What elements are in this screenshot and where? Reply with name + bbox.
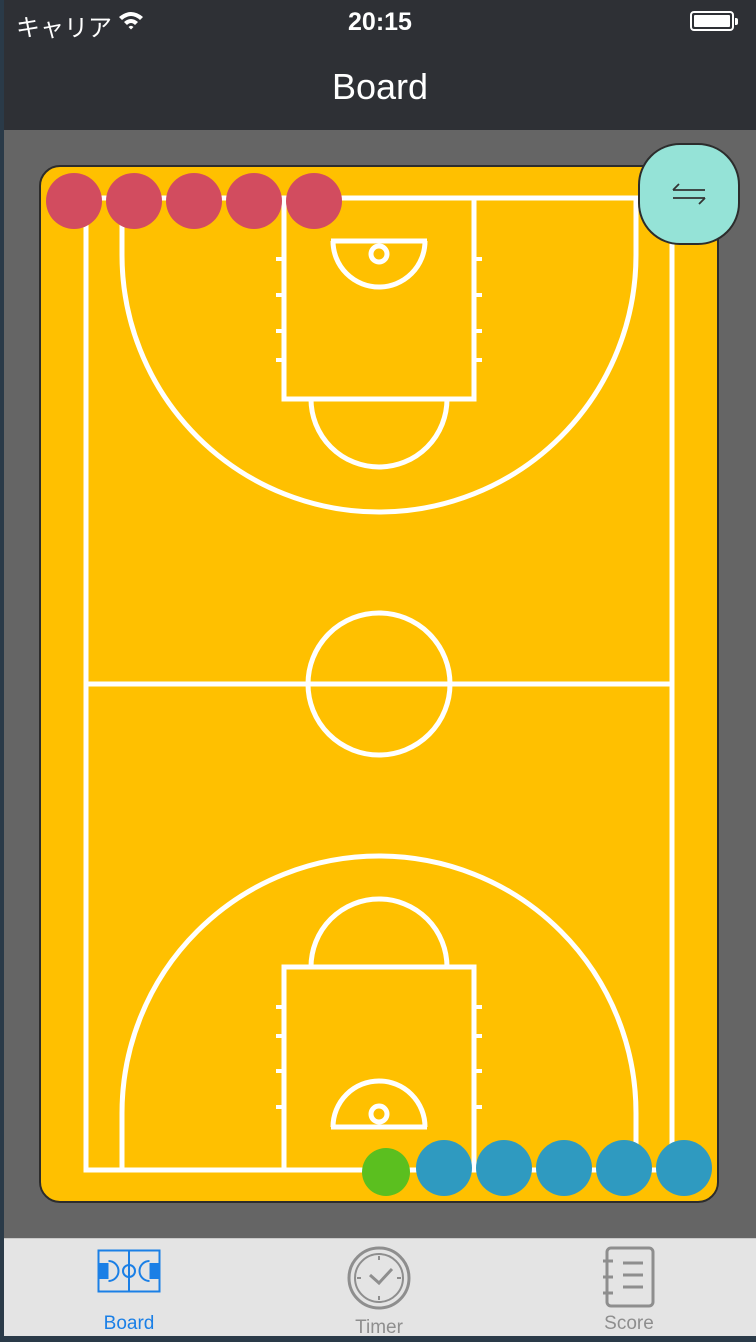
team-b-player-chip[interactable] xyxy=(596,1140,652,1196)
tab-score[interactable]: Score xyxy=(504,1239,754,1336)
team-b-player-chip[interactable] xyxy=(476,1140,532,1196)
carrier-label: キャリア xyxy=(16,15,112,42)
status-bar: キャリア 20:15 xyxy=(4,0,756,44)
tab-timer[interactable]: Timer xyxy=(254,1239,504,1336)
status-time: 20:15 xyxy=(348,8,412,36)
swap-arrows-icon xyxy=(672,183,706,205)
tab-board-label: Board xyxy=(103,1313,155,1334)
swap-sides-button[interactable] xyxy=(638,143,740,245)
app-screen: キャリア 20:15 Board xyxy=(4,0,756,1336)
team-b-player-chip[interactable] xyxy=(416,1140,472,1196)
team-a-player-chip[interactable] xyxy=(166,173,222,229)
battery-icon xyxy=(690,11,738,31)
team-a-player-chip[interactable] xyxy=(106,173,162,229)
tactics-board[interactable] xyxy=(39,165,719,1203)
team-a-player-chip[interactable] xyxy=(286,173,342,229)
tab-timer-label: Timer xyxy=(355,1317,403,1336)
team-a-player-chip[interactable] xyxy=(46,173,102,229)
team-b-player-chip[interactable] xyxy=(656,1140,712,1196)
tab-score-label: Score xyxy=(604,1313,654,1334)
notebook-icon xyxy=(601,1245,657,1314)
tab-bar: Board Timer xyxy=(4,1238,756,1336)
clock-icon xyxy=(346,1245,412,1316)
tab-board[interactable]: Board xyxy=(4,1239,254,1336)
wifi-icon xyxy=(118,10,144,35)
team-b-player-chip[interactable] xyxy=(536,1140,592,1196)
team-a-player-chip[interactable] xyxy=(226,173,282,229)
basketball-court xyxy=(39,165,719,1203)
page-title: Board xyxy=(331,66,429,107)
ball-chip[interactable] xyxy=(362,1148,410,1196)
court-icon xyxy=(97,1249,161,1298)
navigation-bar: Board xyxy=(4,44,756,130)
